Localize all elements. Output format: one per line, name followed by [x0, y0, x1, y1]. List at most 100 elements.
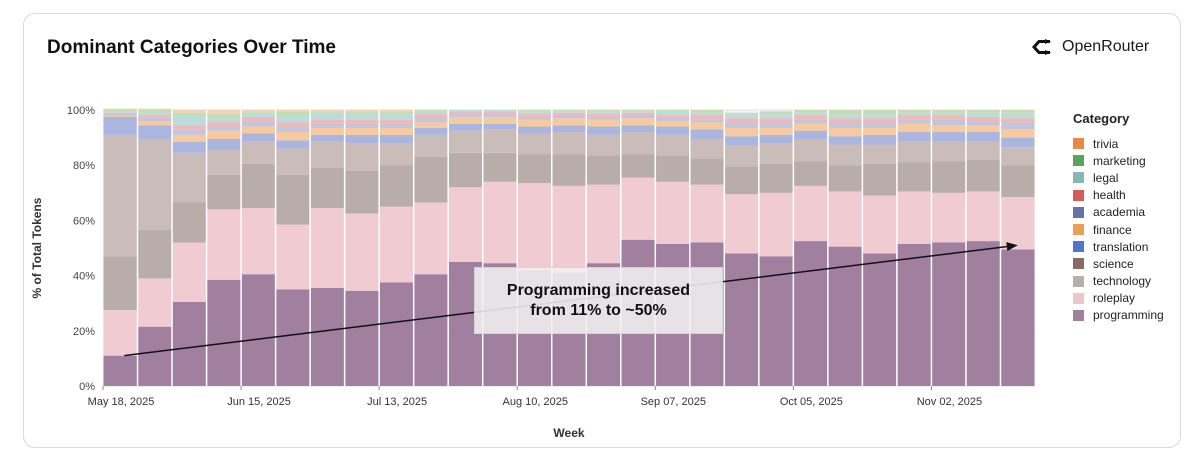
bar-segment-science[interactable]: science: 7.5% — [897, 141, 931, 163]
bar-segment-trivia[interactable]: trivia: 0.5% — [310, 110, 345, 112]
bar-segment-science[interactable]: science: 8.5% — [483, 129, 517, 153]
bar-segment-legal[interactable]: legal: 1.5% — [241, 112, 276, 117]
bar-segment-health[interactable]: health: 1% — [655, 115, 690, 119]
bar-segment-technology[interactable]: technology: 10% — [724, 166, 759, 195]
bar-segment-health[interactable]: health: 1.5% — [897, 115, 931, 120]
bar-segment-legal[interactable]: legal: 2.5% — [310, 112, 345, 120]
bar-segment-finance[interactable]: finance: 1.5% — [138, 121, 172, 126]
bar-segment-health[interactable]: health: 1.5% — [862, 118, 897, 123]
bar-segment-science[interactable]: science: 7% — [931, 141, 966, 162]
bar-segment-translation[interactable]: translation: 3% — [586, 126, 621, 135]
bar-stack[interactable]: programming: 44.5%roleplay: 29.5%technol… — [483, 110, 517, 386]
bar-segment-roleplay[interactable]: roleplay: 19% — [897, 191, 931, 244]
bar-segment-finance[interactable]: finance: 2.5% — [379, 127, 414, 135]
bar-segment-roleplay[interactable]: roleplay: 23.5% — [276, 224, 310, 290]
bar-segment-translation[interactable]: translation: 3% — [759, 134, 793, 144]
bar-segment-technology[interactable]: technology: 11.5% — [862, 163, 897, 196]
bar-segment-technology[interactable]: technology: 8.5% — [621, 154, 655, 178]
bar-segment-programming[interactable]: programming: 35% — [276, 289, 310, 386]
legend-item-roleplay[interactable]: roleplay — [1073, 290, 1164, 307]
bar-segment-marketing[interactable]: marketing: 1% — [172, 112, 207, 116]
bar-segment-technology[interactable]: technology: 9.5% — [690, 158, 724, 185]
bar-segment-health[interactable]: health: 1% — [586, 114, 621, 117]
bar-segment-roleplay[interactable]: roleplay: 31.5% — [552, 185, 586, 273]
bar-segment-roleplay[interactable]: roleplay: 25.5% — [207, 209, 241, 280]
bar-segment-translation[interactable]: translation: 2.5% — [552, 125, 586, 133]
bar-segment-academia[interactable]: academia: 1.5% — [379, 123, 414, 128]
bar-segment-health[interactable]: health: 1.5% — [931, 115, 966, 120]
bar-segment-marketing[interactable]: marketing: 1.5% — [276, 111, 310, 116]
bar-segment-science[interactable]: science: 8% — [793, 138, 828, 162]
bar-segment-technology[interactable]: technology: 15.5% — [345, 170, 379, 214]
bar-segment-roleplay[interactable]: roleplay: 16.5% — [103, 310, 138, 356]
bar-segment-academia[interactable]: academia: 1.5% — [966, 121, 1000, 126]
bar-segment-translation[interactable]: translation: 3% — [828, 136, 862, 145]
bar-segment-health[interactable]: health: 1.5% — [276, 122, 310, 127]
bar-segment-translation[interactable]: translation: 3% — [345, 134, 379, 144]
bar-segment-marketing[interactable]: marketing: 0.5% — [414, 110, 448, 112]
bar-stack[interactable]: programming: 21.5%roleplay: 17.5%technol… — [138, 108, 172, 386]
bar-segment-academia[interactable]: academia: 1% — [138, 118, 172, 122]
bar-segment-programming[interactable]: programming: 40.5% — [241, 274, 276, 386]
bar-segment-roleplay[interactable]: roleplay: 28.5% — [586, 184, 621, 264]
bar-segment-translation[interactable]: translation: 3.5% — [724, 136, 759, 146]
bar-segment-health[interactable]: health: 1.5% — [310, 119, 345, 124]
bar-segment-marketing[interactable]: marketing: 1.5% — [862, 110, 897, 115]
bar-segment-marketing[interactable]: marketing: 0.5% — [310, 111, 345, 113]
bar-segment-roleplay[interactable]: roleplay: 24% — [241, 207, 276, 275]
bar-segment-legal[interactable]: legal: 1% — [931, 112, 966, 116]
bar-segment-marketing[interactable]: marketing: 0.5% — [655, 110, 690, 112]
bar-segment-roleplay[interactable]: roleplay: 22.5% — [655, 181, 690, 244]
bar-segment-finance[interactable]: finance: 3% — [207, 130, 241, 139]
bar-segment-programming[interactable]: programming: 49.5% — [1000, 249, 1035, 386]
bar-segment-science[interactable]: science: 44% — [103, 134, 138, 257]
bar-segment-science[interactable]: science: 8% — [448, 130, 483, 153]
legend-item-finance[interactable]: finance — [1073, 221, 1164, 238]
bar-segment-technology[interactable]: technology: 10.5% — [483, 152, 517, 182]
bar-segment-programming[interactable]: programming: 37.5% — [379, 282, 414, 387]
bar-stack[interactable]: programming: 51.5%roleplay: 19%technolog… — [897, 110, 931, 386]
bar-segment-science[interactable]: science: 8% — [379, 143, 414, 166]
bar-segment-roleplay[interactable]: roleplay: 21% — [690, 184, 724, 243]
bar-segment-marketing[interactable]: marketing: 1% — [966, 110, 1000, 113]
bar-segment-health[interactable]: health: 0.5% — [103, 112, 138, 115]
bar-segment-finance[interactable]: finance: 2.5% — [483, 116, 517, 124]
bar-stack[interactable]: programming: 42%roleplay: 31.5%technolog… — [517, 110, 552, 386]
bar-stack[interactable]: programming: 52.5%roleplay: 20%technolog… — [793, 110, 828, 386]
bar-segment-marketing[interactable]: marketing: 1% — [793, 110, 828, 113]
bar-stack[interactable]: programming: 44.5%roleplay: 28.5%technol… — [586, 110, 621, 386]
bar-segment-health[interactable]: health: 1.5% — [724, 118, 759, 123]
bar-segment-translation[interactable]: translation: 3% — [379, 134, 414, 144]
bar-segment-trivia[interactable]: trivia: 1.5% — [207, 110, 241, 115]
legend-item-technology[interactable]: technology — [1073, 273, 1164, 290]
bar-stack[interactable]: programming: 47%roleplay: 23%technology:… — [759, 111, 793, 386]
bar-segment-finance[interactable]: finance: 2.5% — [793, 123, 828, 131]
bar-segment-academia[interactable]: academia: 1.5% — [414, 118, 448, 123]
bar-stack[interactable]: programming: 35.5%roleplay: 29%technolog… — [310, 110, 345, 386]
bar-segment-translation[interactable]: translation: 3.5% — [897, 132, 931, 142]
bar-segment-finance[interactable]: finance: 2.5% — [345, 127, 379, 135]
bar-stack[interactable]: programming: 38.5%roleplay: 25.5%technol… — [207, 110, 241, 386]
bar-stack[interactable]: programming: 37.5%roleplay: 27.5%technol… — [379, 110, 414, 387]
bar-segment-academia[interactable]: academia: 2% — [241, 121, 276, 127]
bar-stack[interactable]: programming: 34.5%roleplay: 28%technolog… — [345, 110, 379, 386]
bar-segment-technology[interactable]: technology: 14.5% — [310, 167, 345, 208]
bar-segment-health[interactable]: health: 1% — [448, 111, 483, 115]
bar-segment-marketing[interactable]: marketing: 1% — [379, 111, 414, 115]
bar-segment-science[interactable]: science: 8% — [241, 141, 276, 164]
bar-segment-legal[interactable]: legal: 3.5% — [172, 115, 207, 126]
bar-segment-science[interactable]: science: 9.5% — [310, 141, 345, 168]
bar-segment-marketing[interactable]: marketing: 1% — [138, 110, 172, 113]
bar-segment-roleplay[interactable]: roleplay: 29% — [310, 207, 345, 289]
bar-segment-health[interactable]: health: 1.5% — [414, 114, 448, 119]
bar-segment-finance[interactable]: finance: 3% — [897, 123, 931, 133]
bar-segment-roleplay[interactable]: roleplay: 18% — [931, 192, 966, 243]
bar-segment-health[interactable]: health: 1.5% — [172, 125, 207, 130]
bar-segment-programming[interactable]: programming: 38.5% — [207, 279, 241, 386]
bar-segment-technology[interactable]: technology: 19.5% — [103, 256, 138, 311]
bar-stack[interactable]: programming: 30.5%roleplay: 21.5%technol… — [172, 110, 207, 386]
bar-segment-trivia[interactable]: trivia: 0.5% — [276, 110, 310, 112]
bar-segment-roleplay[interactable]: roleplay: 23% — [759, 192, 793, 257]
bar-segment-finance[interactable]: finance: 2.5% — [517, 119, 552, 127]
bar-segment-legal[interactable]: legal: 1% — [517, 111, 552, 115]
